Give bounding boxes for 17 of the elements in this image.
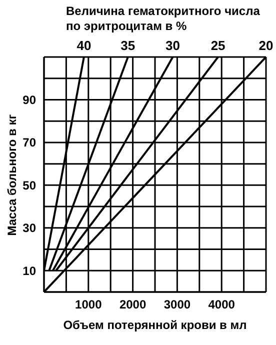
series-label: 25 (210, 38, 226, 53)
series-label: 20 (258, 38, 274, 53)
y-tick-label: 30 (22, 221, 36, 236)
x-tick-label: 3000 (164, 298, 191, 312)
x-tick-label: 1000 (75, 298, 102, 312)
y-tick-label: 10 (22, 264, 36, 278)
y-axis-title: Масса больного в кг (5, 114, 19, 236)
y-tick-label: 90 (22, 92, 36, 107)
legend-title: Величина гематокритного числа по эритроцитам в % (66, 4, 261, 34)
x-tick-label: 2000 (119, 298, 146, 312)
series-label: 40 (76, 38, 92, 53)
x-axis-title: Объем потерянной крови в мл (62, 318, 248, 332)
y-tick-label: 70 (22, 136, 36, 150)
series-label: 30 (166, 38, 180, 53)
x-tick-label: 4000 (208, 298, 236, 312)
series-label: 35 (120, 38, 136, 53)
y-tick-label: 50 (22, 178, 36, 192)
